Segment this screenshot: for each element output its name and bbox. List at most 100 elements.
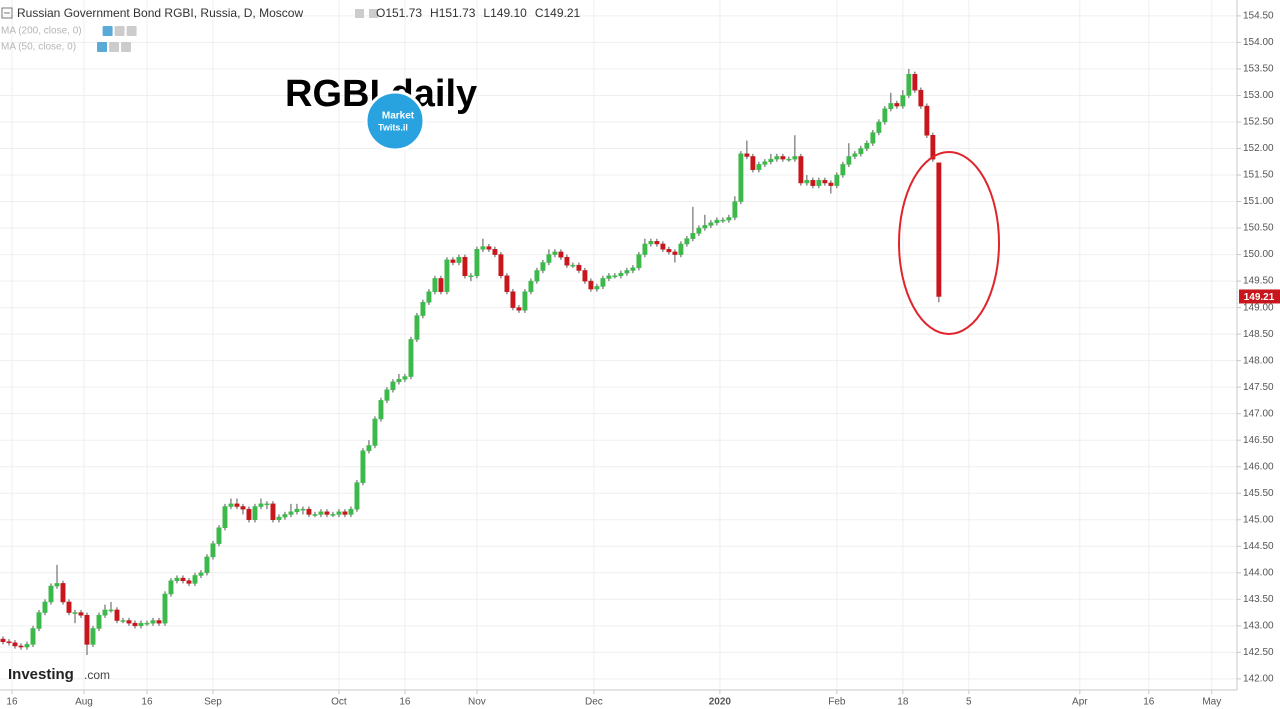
- candle-body: [342, 511, 348, 515]
- chart-title: Russian Government Bond RGBI, Russia, D,…: [17, 6, 303, 20]
- indicators: MA (200, close, 0) MA (50, close, 0): [1, 26, 137, 53]
- candle-body: [222, 506, 228, 528]
- candle-body: [528, 280, 534, 292]
- indicator-button[interactable]: [97, 42, 108, 52]
- candle-body: [360, 450, 366, 483]
- candle-body: [474, 249, 480, 277]
- candle-body: [102, 609, 108, 616]
- x-tick-label: 18: [897, 697, 909, 708]
- candle-body: [198, 572, 204, 576]
- collapse-icon[interactable]: [1, 7, 13, 19]
- candle-body: [150, 620, 156, 624]
- watermark: .com: [84, 668, 110, 682]
- candle-body: [372, 418, 378, 446]
- y-tick-label: 146.00: [1243, 461, 1274, 472]
- candle-body: [852, 153, 858, 157]
- candle-body: [168, 580, 174, 595]
- candle-body: [462, 256, 468, 277]
- candle-body: [216, 527, 222, 544]
- ohlc-label: H151.73: [430, 6, 476, 20]
- last-price-label: 149.21: [1244, 292, 1275, 303]
- indicator-label: MA (50, close, 0): [1, 42, 76, 53]
- indicator-button[interactable]: [126, 26, 137, 36]
- y-tick-label: 146.50: [1243, 435, 1274, 446]
- candle-body: [936, 162, 942, 297]
- y-tick-label: 153.00: [1243, 90, 1274, 101]
- candle-body: [6, 641, 12, 644]
- y-tick-label: 144.50: [1243, 541, 1274, 552]
- x-tick-label: 2020: [709, 697, 732, 708]
- y-tick-label: 154.00: [1243, 37, 1274, 48]
- candle-body: [618, 272, 624, 277]
- settings-icon[interactable]: [355, 9, 364, 18]
- indicator-button[interactable]: [114, 26, 125, 36]
- candle-body: [516, 307, 522, 311]
- candle-body: [564, 256, 570, 266]
- last-price-tag: [1239, 289, 1280, 304]
- y-tick-label: 149.50: [1243, 276, 1274, 287]
- y-tick-label: 153.50: [1243, 64, 1274, 75]
- candle-body: [708, 222, 714, 226]
- indicator-button[interactable]: [121, 42, 132, 52]
- y-tick-label: 151.00: [1243, 196, 1274, 207]
- y-tick-label: 150.00: [1243, 249, 1274, 260]
- candle-body: [540, 262, 546, 271]
- candle-body: [144, 622, 150, 625]
- candle-body: [300, 508, 306, 511]
- candle-body: [678, 243, 684, 255]
- candle-body: [798, 156, 804, 184]
- candle-body: [582, 270, 588, 282]
- candle-body: [414, 315, 420, 340]
- candle-body: [858, 148, 864, 155]
- candle-body: [210, 543, 216, 558]
- x-tick-label: Sep: [204, 697, 222, 708]
- candle-body: [258, 503, 264, 507]
- candle-body: [246, 508, 252, 521]
- x-tick-label: Feb: [828, 697, 846, 708]
- indicator-button[interactable]: [109, 42, 120, 52]
- y-tick-label: 149.00: [1243, 302, 1274, 313]
- settings-icon[interactable]: [369, 9, 378, 18]
- candle-body: [840, 164, 846, 176]
- candle-body: [726, 217, 732, 221]
- candle-body: [498, 254, 504, 277]
- candle-body: [906, 74, 912, 96]
- x-tick-label: 16: [1143, 697, 1155, 708]
- candle-body: [384, 389, 390, 401]
- candle-body: [630, 267, 636, 271]
- indicator-button[interactable]: [102, 26, 113, 36]
- candle-body: [228, 503, 234, 507]
- candle-body: [480, 246, 486, 250]
- candle-body: [90, 628, 96, 645]
- candle-body: [36, 612, 42, 629]
- ohlc-readout: O151.73 H151.73 L149.10 C149.21: [376, 6, 581, 20]
- candle-body: [234, 503, 240, 507]
- candle-body: [354, 482, 360, 510]
- candle-body: [702, 225, 708, 229]
- candle-body: [420, 302, 426, 316]
- y-tick-label: 145.50: [1243, 488, 1274, 499]
- candle-body: [294, 508, 300, 513]
- candle-body: [732, 201, 738, 218]
- candle-body: [876, 121, 882, 133]
- candle-body: [846, 156, 852, 165]
- candle-body: [54, 583, 60, 587]
- candle-body: [870, 132, 876, 144]
- candle-body: [762, 161, 768, 165]
- candle-body: [48, 585, 54, 603]
- candle-body: [330, 514, 336, 516]
- candle-body: [66, 601, 72, 613]
- candle-body: [684, 238, 690, 245]
- candle-body: [768, 158, 774, 163]
- candle-body: [672, 251, 678, 255]
- x-tick-label: Apr: [1072, 697, 1088, 708]
- candle-body: [438, 278, 444, 292]
- x-tick-label: Aug: [75, 697, 93, 708]
- candle-body: [240, 506, 246, 510]
- candle-body: [822, 180, 828, 184]
- candle-body: [612, 275, 618, 278]
- candle-body: [816, 180, 822, 186]
- candle-body: [510, 291, 516, 308]
- candle-body: [180, 577, 186, 581]
